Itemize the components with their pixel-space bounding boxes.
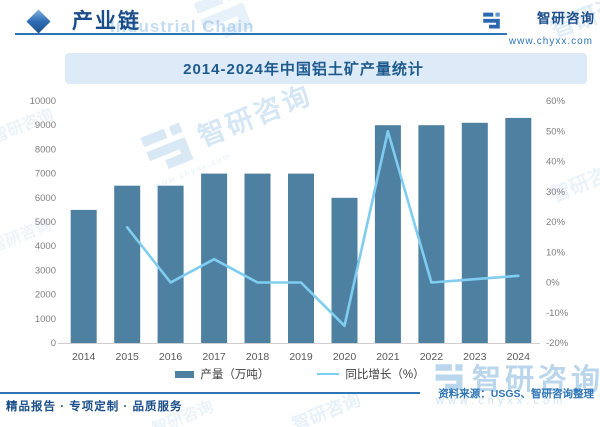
right-axis-tick: 30% [546, 187, 566, 198]
diamond-icon [26, 9, 51, 34]
right-axis-tick: 20% [546, 217, 566, 228]
left-axis-tick: 2000 [35, 290, 56, 301]
x-axis-label-2019: 2019 [289, 351, 313, 363]
right-axis-tick: 50% [546, 126, 566, 137]
watermark-industrial-chain: Industrial Chain [110, 17, 255, 36]
chart-legend: 产量（万吨） 同比增长（%） [0, 366, 600, 382]
legend-line-label: 同比增长（%） [345, 369, 425, 381]
brand-block: 智研咨询 www.chyxx.com [483, 7, 595, 47]
left-axis-tick: 5000 [35, 217, 56, 228]
left-axis-tick: 6000 [35, 193, 56, 204]
right-axis-tick: 10% [546, 247, 566, 258]
legend-line-swatch [317, 372, 340, 376]
bar-2015 [114, 185, 141, 343]
left-axis-tick: 0 [51, 338, 56, 349]
right-axis-tick: 60% [546, 96, 566, 107]
left-axis-tick: 10000 [30, 96, 56, 107]
x-axis-label-2021: 2021 [376, 351, 400, 363]
header-divider [15, 33, 507, 35]
left-axis-tick: 7000 [35, 169, 56, 180]
brand-url: www.chyxx.com [508, 36, 593, 47]
bar-2024 [505, 117, 532, 344]
header: Industrial Chain 产业链 智研咨询 www.chyxx.com [0, 0, 600, 52]
x-axis-label-2016: 2016 [159, 351, 183, 363]
x-axis-label-2024: 2024 [507, 351, 531, 363]
x-axis-label-2022: 2022 [420, 351, 444, 363]
x-axis-label-2020: 2020 [333, 351, 357, 363]
brand-logo-icon [483, 12, 500, 29]
left-axis-tick: 4000 [35, 241, 56, 252]
x-axis-label-2014: 2014 [72, 351, 96, 363]
footer-divider [0, 392, 420, 394]
right-axis-tick: 40% [546, 157, 566, 168]
data-source-note: 资料来源：USGS、智研咨询整理 [438, 388, 594, 400]
legend-bar-label: 产量（万吨） [200, 369, 270, 381]
growth-line [125, 130, 520, 328]
right-axis-tick: -20% [546, 338, 569, 349]
bar-2021 [374, 125, 401, 343]
chart-title-banner: 2014-2024年中国铝土矿产量统计 [65, 53, 587, 84]
legend-bar-swatch [175, 370, 195, 378]
x-axis-label-2018: 2018 [246, 351, 270, 363]
left-axis-tick: 3000 [35, 265, 56, 276]
x-axis-label-2015: 2015 [116, 351, 140, 363]
bar-2018 [244, 173, 271, 343]
footer-tagline: 精品报告 · 专项定制 · 品质服务 [6, 401, 183, 413]
left-axis-tick: 9000 [35, 120, 56, 131]
legend-item-production: 产量（万吨） [175, 366, 269, 382]
bar-2023 [461, 122, 488, 343]
bar-2019 [288, 173, 314, 343]
bar-2016 [157, 185, 184, 343]
x-axis-label-2017: 2017 [202, 351, 226, 363]
bar-2014 [70, 209, 97, 343]
right-axis-tick: 0% [546, 278, 560, 289]
brand-name: 智研咨询 [537, 11, 595, 26]
chart-title: 2014-2024年中国铝土矿产量统计 [183, 61, 424, 78]
left-axis-tick: 1000 [35, 314, 56, 325]
left-axis-tick: 8000 [35, 144, 56, 155]
legend-item-growth: 同比增长（%） [317, 366, 425, 382]
bar-2022 [418, 125, 445, 343]
right-axis-tick: -10% [546, 308, 569, 319]
section-title: 产业链 [72, 10, 141, 33]
x-axis-label-2023: 2023 [463, 351, 487, 363]
